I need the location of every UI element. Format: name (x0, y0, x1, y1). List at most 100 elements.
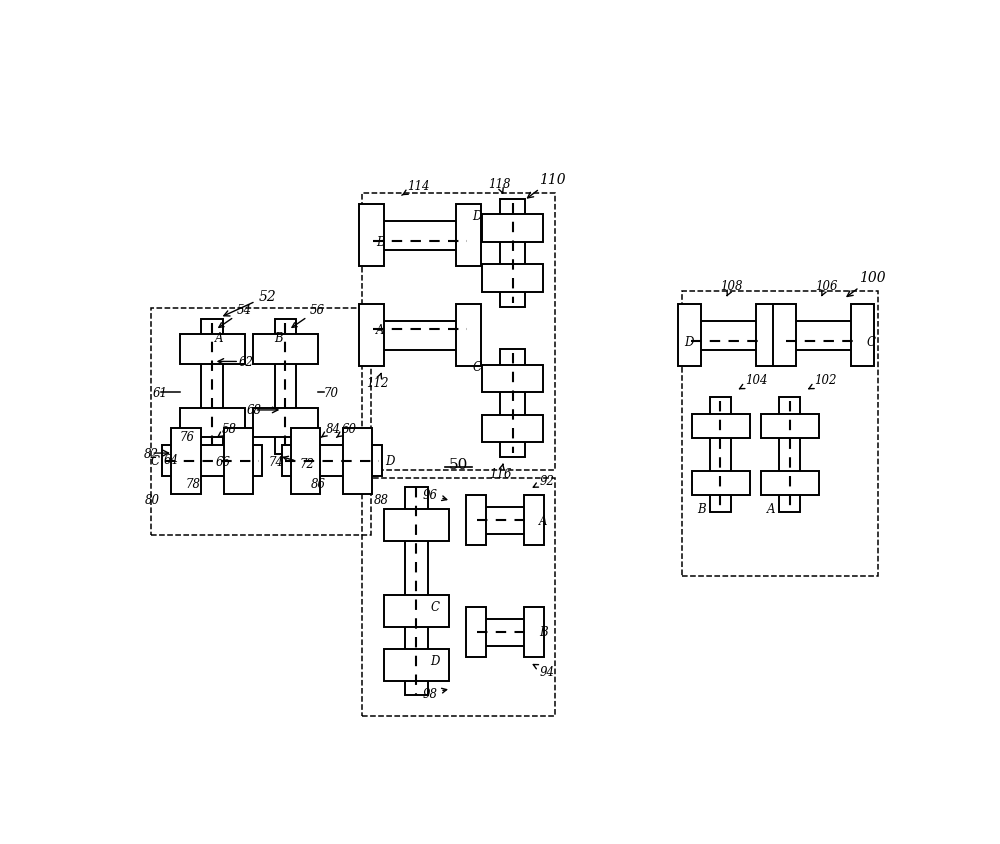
Bar (405, 487, 428, 695)
Text: 82: 82 (144, 447, 159, 460)
Bar (482, 215, 543, 243)
Bar (343, 429, 372, 495)
Bar (688, 322, 769, 350)
Text: 76: 76 (179, 430, 194, 443)
Text: 114: 114 (402, 180, 430, 196)
Text: C: C (430, 600, 439, 613)
Text: 62: 62 (239, 355, 254, 369)
Text: 86: 86 (311, 478, 326, 490)
Bar (291, 429, 320, 495)
Bar (275, 320, 296, 454)
Text: B: B (275, 332, 283, 344)
Text: 88: 88 (374, 493, 389, 506)
Bar (370, 221, 470, 251)
Text: 72: 72 (283, 457, 314, 471)
Bar (761, 471, 819, 495)
Text: A: A (376, 323, 385, 336)
Text: 66: 66 (215, 456, 230, 468)
Bar (692, 471, 750, 495)
Text: 112: 112 (366, 374, 389, 390)
Text: B: B (539, 625, 547, 638)
Text: 78: 78 (185, 478, 200, 490)
Bar (678, 305, 701, 366)
Text: D: D (684, 336, 694, 349)
Text: C: C (867, 336, 876, 349)
Bar (253, 335, 318, 365)
Bar (224, 429, 253, 495)
Text: D: D (472, 210, 482, 223)
Bar (482, 265, 543, 293)
Text: D: D (385, 455, 394, 468)
Bar (180, 408, 245, 437)
Text: A: A (767, 502, 775, 516)
Bar (482, 415, 543, 443)
Text: C: C (150, 455, 159, 468)
Text: 68: 68 (247, 404, 262, 417)
Text: 96: 96 (422, 489, 447, 501)
Bar (773, 305, 796, 366)
Text: 92: 92 (533, 474, 554, 488)
Bar (851, 305, 874, 366)
Text: B: B (697, 502, 706, 516)
Text: A: A (215, 332, 224, 344)
Bar (362, 479, 555, 717)
Bar (362, 193, 555, 470)
Bar (761, 414, 819, 439)
Bar (466, 495, 486, 546)
Bar (474, 619, 536, 646)
Bar (710, 398, 731, 513)
Text: 100: 100 (847, 271, 886, 297)
Text: 108: 108 (720, 280, 743, 296)
Bar (171, 429, 201, 495)
Bar (384, 509, 449, 541)
Text: C: C (472, 360, 481, 373)
Text: 80: 80 (145, 493, 160, 506)
Bar (370, 322, 470, 350)
Text: 56: 56 (292, 304, 325, 328)
Bar (384, 649, 449, 681)
Text: 54: 54 (219, 304, 252, 328)
Bar (151, 309, 371, 536)
Bar (500, 200, 525, 307)
Bar (524, 495, 544, 546)
Bar (162, 446, 262, 477)
Bar (524, 608, 544, 657)
Text: 110: 110 (528, 173, 566, 198)
Text: 118: 118 (488, 178, 510, 194)
Bar (466, 608, 486, 657)
Text: 50: 50 (449, 457, 468, 471)
Text: 84: 84 (321, 422, 341, 438)
Text: 52: 52 (224, 289, 276, 316)
Bar (692, 414, 750, 439)
Text: D: D (430, 654, 439, 667)
Text: 94: 94 (533, 665, 554, 679)
Bar (456, 305, 481, 366)
Bar (500, 349, 525, 457)
Text: 61: 61 (153, 387, 168, 399)
Text: 102: 102 (809, 374, 837, 389)
Text: 106: 106 (815, 280, 838, 296)
Bar (359, 205, 384, 267)
Text: 60: 60 (336, 422, 357, 438)
Bar (482, 365, 543, 392)
Text: 70: 70 (324, 387, 339, 399)
Bar (456, 205, 481, 267)
Bar (682, 292, 878, 576)
Bar (756, 305, 779, 366)
Text: B: B (376, 235, 385, 248)
Bar (384, 595, 449, 627)
Text: 64: 64 (163, 453, 178, 466)
Bar (783, 322, 864, 350)
Bar (201, 320, 223, 454)
Bar (282, 446, 382, 477)
Text: 74: 74 (268, 456, 283, 468)
Bar (253, 408, 318, 437)
Bar (359, 305, 384, 366)
Bar (180, 335, 245, 365)
Text: 58: 58 (217, 422, 237, 438)
Bar (779, 398, 800, 513)
Text: A: A (539, 514, 547, 527)
Text: 104: 104 (739, 374, 768, 389)
Text: 98: 98 (422, 687, 447, 700)
Bar (474, 507, 536, 534)
